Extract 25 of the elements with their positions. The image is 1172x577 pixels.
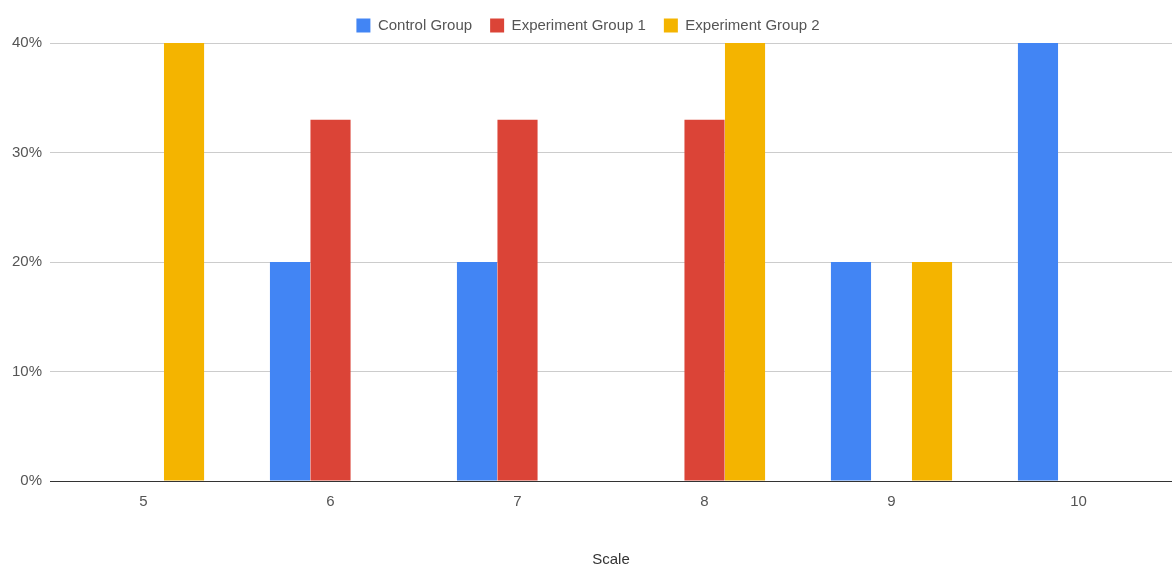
bar [911, 262, 953, 481]
y-tick-label: 10% [11, 361, 43, 379]
x-axis-title: Scale [592, 550, 630, 568]
y-tick-label: 40% [11, 33, 43, 51]
y-tick-label: 0% [20, 471, 43, 489]
bar [684, 119, 725, 481]
x-tick-label: 5 [139, 492, 148, 510]
bar [830, 262, 872, 481]
bar [497, 119, 538, 481]
legend-label: Control Group [377, 15, 473, 33]
legend-label: Experiment Group 1 [511, 15, 646, 33]
bar [456, 262, 498, 481]
y-tick-label: 20% [11, 252, 43, 270]
x-tick-label: 9 [887, 492, 896, 510]
bar [269, 262, 311, 481]
y-tick-label: 30% [11, 142, 43, 160]
bar [163, 43, 205, 481]
x-tick-label: 6 [326, 492, 335, 510]
x-tick-label: 8 [700, 492, 709, 510]
bar [1017, 43, 1059, 481]
legend-label: Experiment Group 2 [685, 15, 820, 33]
bar [724, 43, 766, 481]
x-tick-label: 10 [1070, 492, 1087, 510]
bar [310, 119, 351, 481]
x-tick-label: 7 [513, 492, 522, 510]
